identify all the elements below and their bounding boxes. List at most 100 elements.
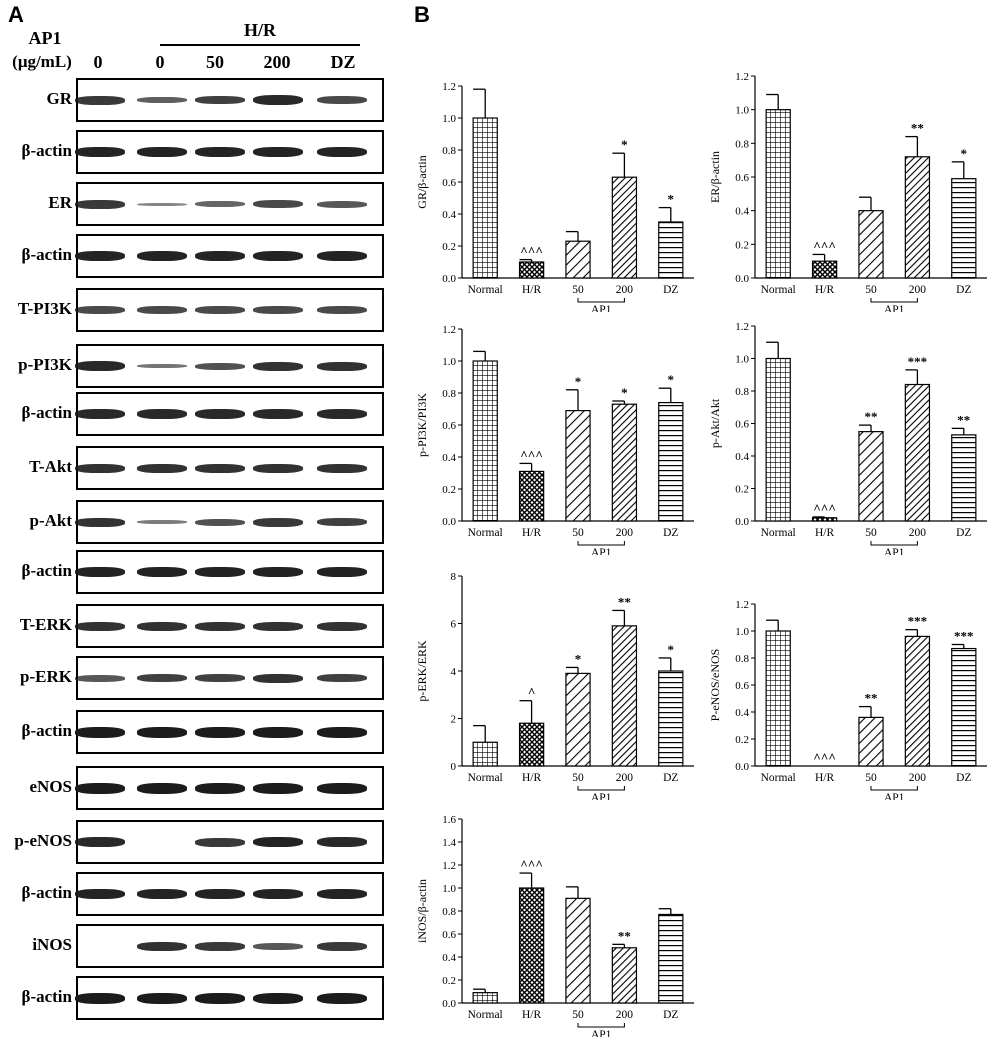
blot-label: p-eNOS xyxy=(14,831,72,850)
significance-label: * xyxy=(668,372,675,387)
lane-label: DZ xyxy=(330,52,356,72)
bar xyxy=(518,887,545,1004)
significance-label: * xyxy=(621,137,628,152)
y-tick-label: 0.0 xyxy=(735,273,749,285)
blot-band xyxy=(75,621,125,631)
y-tick-label: 0.6 xyxy=(735,419,749,431)
y-tick-label: 0.8 xyxy=(442,145,456,157)
ap1-bracket-label: AP1 xyxy=(591,792,612,800)
x-tick-label: 200 xyxy=(909,527,927,539)
ap1-bracket-label: AP1 xyxy=(591,547,612,555)
blot-strip xyxy=(75,392,384,436)
x-tick-label: 200 xyxy=(616,284,634,296)
x-tick-label: 50 xyxy=(572,772,584,784)
x-tick-label: DZ xyxy=(663,527,678,539)
bar xyxy=(658,401,684,522)
blot-strip xyxy=(75,550,384,594)
x-tick-label: 50 xyxy=(572,1009,584,1021)
blot-label: β-actin xyxy=(21,141,72,160)
y-tick-label: 0.8 xyxy=(735,386,749,398)
blot-band xyxy=(195,726,245,738)
blot-band xyxy=(253,889,303,899)
blot-band xyxy=(137,726,187,738)
y-tick-label: 0.4 xyxy=(442,952,456,964)
blot-band xyxy=(75,889,125,899)
y-tick-label: 0.4 xyxy=(442,452,456,464)
bar xyxy=(518,470,545,522)
y-tick-label: 0.0 xyxy=(442,516,456,528)
blot-label: ER xyxy=(48,193,72,212)
blot-band xyxy=(137,674,187,682)
x-tick-label: DZ xyxy=(663,1009,678,1021)
y-tick-label: 0.8 xyxy=(442,388,456,400)
blot-strip xyxy=(75,130,384,174)
blot-band xyxy=(195,201,245,207)
blot-band xyxy=(75,251,125,261)
y-tick-label: 0.0 xyxy=(735,761,749,773)
y-tick-label: 0.4 xyxy=(735,206,749,218)
significance-label: *** xyxy=(954,629,974,644)
chart-p-enos: 0.0 0.2 0.4 0.6 0.8 1.0 1.2 P-eNOS/eNOS Normal ^^… xyxy=(705,590,995,804)
blot-band xyxy=(253,782,303,794)
blot-band xyxy=(195,362,245,370)
blot-band xyxy=(317,941,367,951)
blot-label: β-actin xyxy=(21,721,72,740)
blot-band xyxy=(195,621,245,631)
blot-band xyxy=(75,726,125,738)
blot-band xyxy=(75,782,125,794)
blot-label: p-Akt xyxy=(29,511,72,530)
significance-label: ** xyxy=(957,412,970,427)
blot-label: iNOS xyxy=(32,935,72,954)
bar-chart: 0.0 0.2 0.4 0.6 0.8 1.0 1.2 p-Akt/Akt Normal ^^^ H… xyxy=(708,321,987,559)
blot-strip xyxy=(75,78,384,122)
blot-label: β-actin xyxy=(21,561,72,580)
bar xyxy=(858,716,884,767)
y-tick-label: 1.2 xyxy=(442,81,456,93)
y-axis-label: p-Akt/Akt xyxy=(708,398,722,448)
blot-band xyxy=(137,364,187,368)
blot-band xyxy=(317,361,367,371)
y-tick-label: 0.0 xyxy=(442,273,456,285)
blot-band xyxy=(317,200,367,208)
hr-group-line xyxy=(160,44,360,46)
blot-band xyxy=(317,782,367,794)
blot-band xyxy=(317,463,367,473)
bar xyxy=(565,897,591,1004)
blot-band xyxy=(317,96,367,104)
bar-chart: 0.0 0.2 0.4 0.6 0.8 1.0 1.2 1.4 1.6 iNOS/β-actin N… xyxy=(415,814,694,1041)
y-tick-label: 0.6 xyxy=(442,420,456,432)
blot-band xyxy=(137,889,187,899)
significance-label: * xyxy=(668,192,675,207)
bar-chart: 0 2 4 6 8 p-ERK/ERK Normal ^ H/R * 50 ** 200 * DZ AP1 xyxy=(415,571,694,804)
blot-strip xyxy=(75,182,384,226)
x-tick-label: DZ xyxy=(956,284,971,296)
significance-label: ** xyxy=(618,594,631,609)
y-axis-label: ER/β-actin xyxy=(708,151,722,203)
blot-band xyxy=(137,782,187,794)
blot-band xyxy=(75,517,125,527)
blot-band xyxy=(253,992,303,1004)
y-tick-label: 6 xyxy=(451,619,457,631)
lane-label: 0 xyxy=(155,52,165,72)
blot-band xyxy=(137,567,187,577)
blot-band xyxy=(75,147,125,157)
y-tick-label: 0.2 xyxy=(442,241,456,253)
blot-band xyxy=(317,147,367,157)
blot-strip xyxy=(75,976,384,1020)
ap1-bracket xyxy=(577,786,625,791)
y-tick-label: 1.0 xyxy=(442,113,456,125)
significance-label: ^^^ xyxy=(813,238,836,253)
blot-band xyxy=(317,251,367,261)
y-axis-label: iNOS/β-actin xyxy=(415,879,429,943)
blot-band xyxy=(137,409,187,419)
bar xyxy=(904,635,931,767)
x-tick-label: 200 xyxy=(909,772,927,784)
panel-a-label: A xyxy=(8,2,24,27)
blot-band xyxy=(253,95,303,105)
significance-label: ^ xyxy=(528,685,536,700)
x-tick-label: 50 xyxy=(865,527,877,539)
x-tick-label: H/R xyxy=(815,527,835,539)
blot-band xyxy=(75,95,125,105)
x-tick-label: H/R xyxy=(522,284,542,296)
y-tick-label: 1.0 xyxy=(735,626,749,638)
